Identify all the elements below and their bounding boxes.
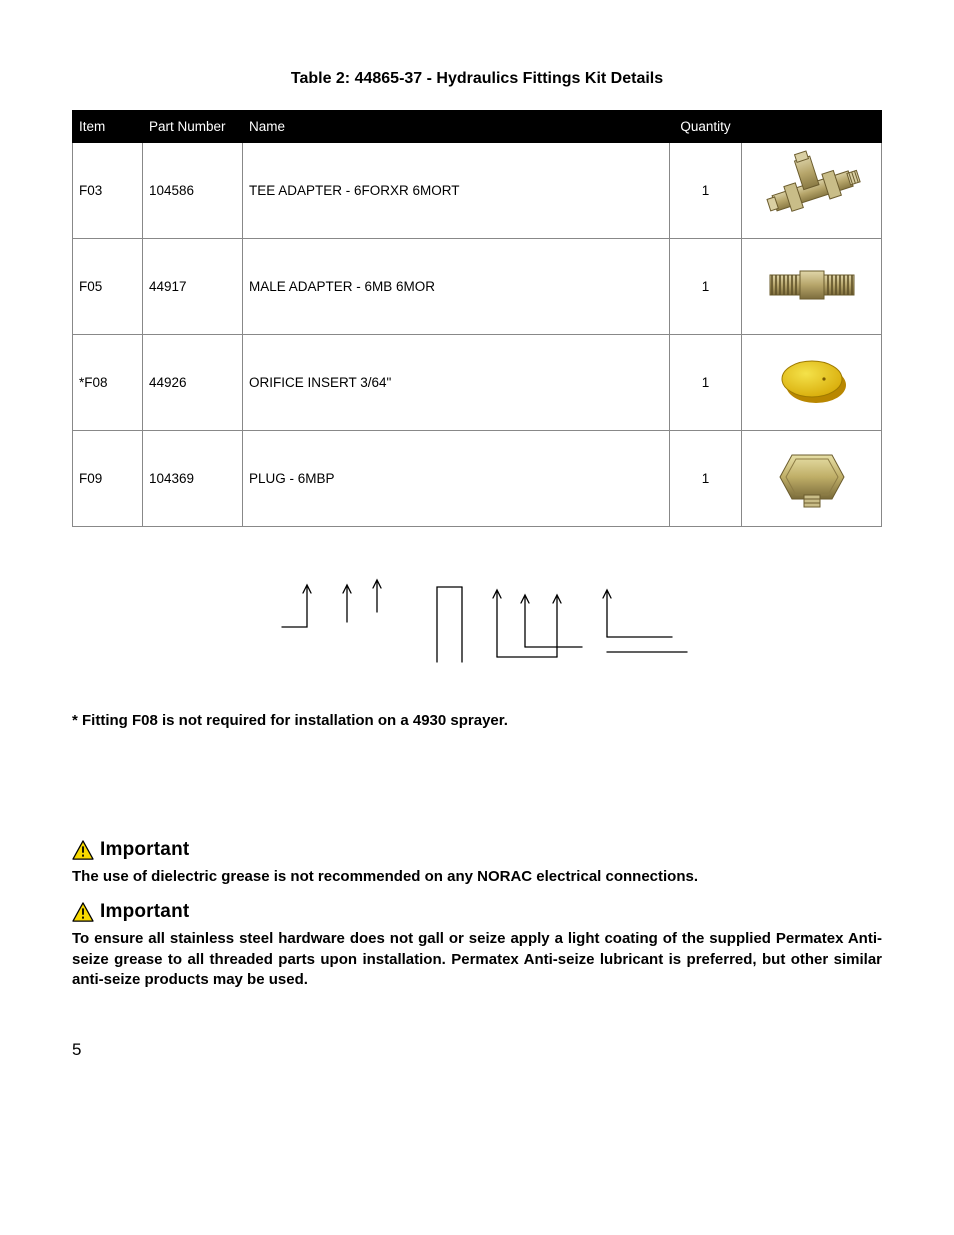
col-name-header: Name	[243, 111, 670, 143]
important-header: Important	[72, 839, 882, 861]
plug-icon	[752, 437, 872, 517]
parts-table: Item Part Number Name Quantity F03 10458…	[72, 110, 882, 527]
callout-diagram-icon	[227, 567, 727, 677]
warning-icon	[72, 902, 94, 922]
col-image-header	[742, 111, 882, 143]
cell-name: MALE ADAPTER - 6MB 6MOR	[243, 239, 670, 335]
cell-name: PLUG - 6MBP	[243, 431, 670, 527]
important-text: To ensure all stainless steel hardware d…	[72, 929, 882, 990]
cell-item: F09	[73, 431, 143, 527]
cell-qty: 1	[670, 143, 742, 239]
cell-qty: 1	[670, 239, 742, 335]
important-label: Important	[100, 901, 189, 923]
diagram-fragment	[72, 567, 882, 682]
col-part-header: Part Number	[143, 111, 243, 143]
important-label: Important	[100, 839, 189, 861]
important-text: The use of dielectric grease is not reco…	[72, 867, 882, 887]
male-adapter-icon	[752, 245, 872, 325]
cell-qty: 1	[670, 335, 742, 431]
cell-item: F05	[73, 239, 143, 335]
col-item-header: Item	[73, 111, 143, 143]
cell-part: 104369	[143, 431, 243, 527]
footnote: * Fitting F08 is not required for instal…	[72, 712, 882, 729]
cell-qty: 1	[670, 431, 742, 527]
cell-image	[742, 335, 882, 431]
page-number: 5	[72, 1040, 882, 1060]
cell-image	[742, 239, 882, 335]
cell-part: 44926	[143, 335, 243, 431]
cell-image	[742, 143, 882, 239]
cell-part: 104586	[143, 143, 243, 239]
important-note: Important The use of dielectric grease i…	[72, 839, 882, 887]
table-caption: Table 2: 44865-37 - Hydraulics Fittings …	[72, 70, 882, 88]
orifice-insert-icon	[752, 341, 872, 421]
cell-part: 44917	[143, 239, 243, 335]
table-row: F05 44917 MALE ADAPTER - 6MB 6MOR 1	[73, 239, 882, 335]
warning-icon	[72, 840, 94, 860]
important-header: Important	[72, 901, 882, 923]
cell-name: ORIFICE INSERT 3/64"	[243, 335, 670, 431]
important-note: Important To ensure all stainless steel …	[72, 901, 882, 990]
table-header-row: Item Part Number Name Quantity	[73, 111, 882, 143]
table-row: F09 104369 PLUG - 6MBP 1	[73, 431, 882, 527]
cell-image	[742, 431, 882, 527]
cell-item: *F08	[73, 335, 143, 431]
col-qty-header: Quantity	[670, 111, 742, 143]
page: Table 2: 44865-37 - Hydraulics Fittings …	[0, 0, 954, 1090]
table-row: F03 104586 TEE ADAPTER - 6FORXR 6MORT 1	[73, 143, 882, 239]
tee-adapter-icon	[752, 149, 872, 229]
table-row: *F08 44926 ORIFICE INSERT 3/64" 1	[73, 335, 882, 431]
cell-name: TEE ADAPTER - 6FORXR 6MORT	[243, 143, 670, 239]
cell-item: F03	[73, 143, 143, 239]
